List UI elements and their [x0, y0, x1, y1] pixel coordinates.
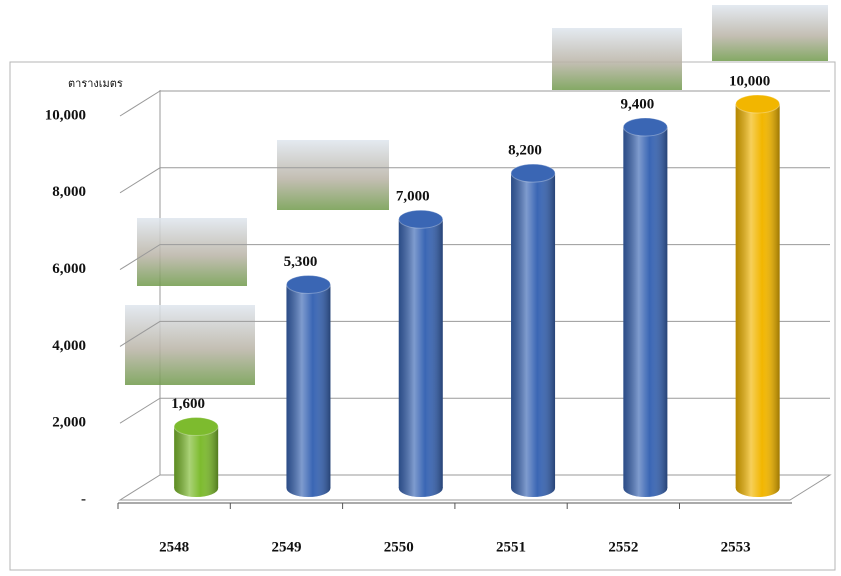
bar-shade: [398, 219, 443, 488]
photo: [125, 305, 255, 385]
grid-line: [119, 320, 830, 347]
bar-shade: [174, 426, 219, 488]
y-tick-label: 10,000: [45, 107, 86, 123]
value-label: 8,200: [508, 143, 542, 159]
bar-shade: [735, 104, 780, 488]
floor: [118, 474, 832, 501]
photo: [137, 218, 247, 286]
photo: [552, 28, 682, 90]
value-label: 1,600: [171, 396, 205, 412]
bar-top: [398, 209, 444, 229]
x-tick-label: 2549: [271, 539, 301, 555]
y-axis-label: ตารางเมตร: [68, 77, 123, 90]
grid-line: [119, 397, 830, 424]
x-tick-label: 2553: [721, 539, 751, 555]
grid-line: [119, 167, 830, 194]
bar-shade: [286, 284, 331, 488]
value-label: 9,400: [620, 96, 654, 112]
value-label: 5,300: [284, 254, 318, 270]
value-label: 7,000: [396, 189, 430, 205]
x-tick-label: 2552: [608, 539, 638, 555]
bar-shade: [623, 127, 668, 488]
grid-line: [119, 90, 830, 117]
x-tick-label: 2550: [384, 539, 414, 555]
photo: [712, 5, 828, 61]
bar-top: [735, 94, 781, 114]
bar-shade: [511, 173, 556, 488]
frame: [9, 61, 836, 571]
bar-top: [285, 274, 331, 294]
x-tick-label: 2548: [159, 539, 189, 555]
grid-line: [119, 244, 830, 271]
y-tick-label: 2,000: [52, 415, 86, 431]
x-tick-label: 2551: [496, 539, 526, 555]
bar-top: [173, 417, 219, 437]
bar-top: [622, 117, 668, 137]
bar-top: [510, 163, 556, 183]
y-tick-label: -: [81, 491, 86, 507]
y-tick-label: 6,000: [52, 261, 86, 277]
value-label: 10,000: [729, 73, 770, 89]
y-tick-label: 8,000: [52, 184, 86, 200]
photo: [277, 140, 389, 210]
y-tick-label: 4,000: [52, 338, 86, 354]
